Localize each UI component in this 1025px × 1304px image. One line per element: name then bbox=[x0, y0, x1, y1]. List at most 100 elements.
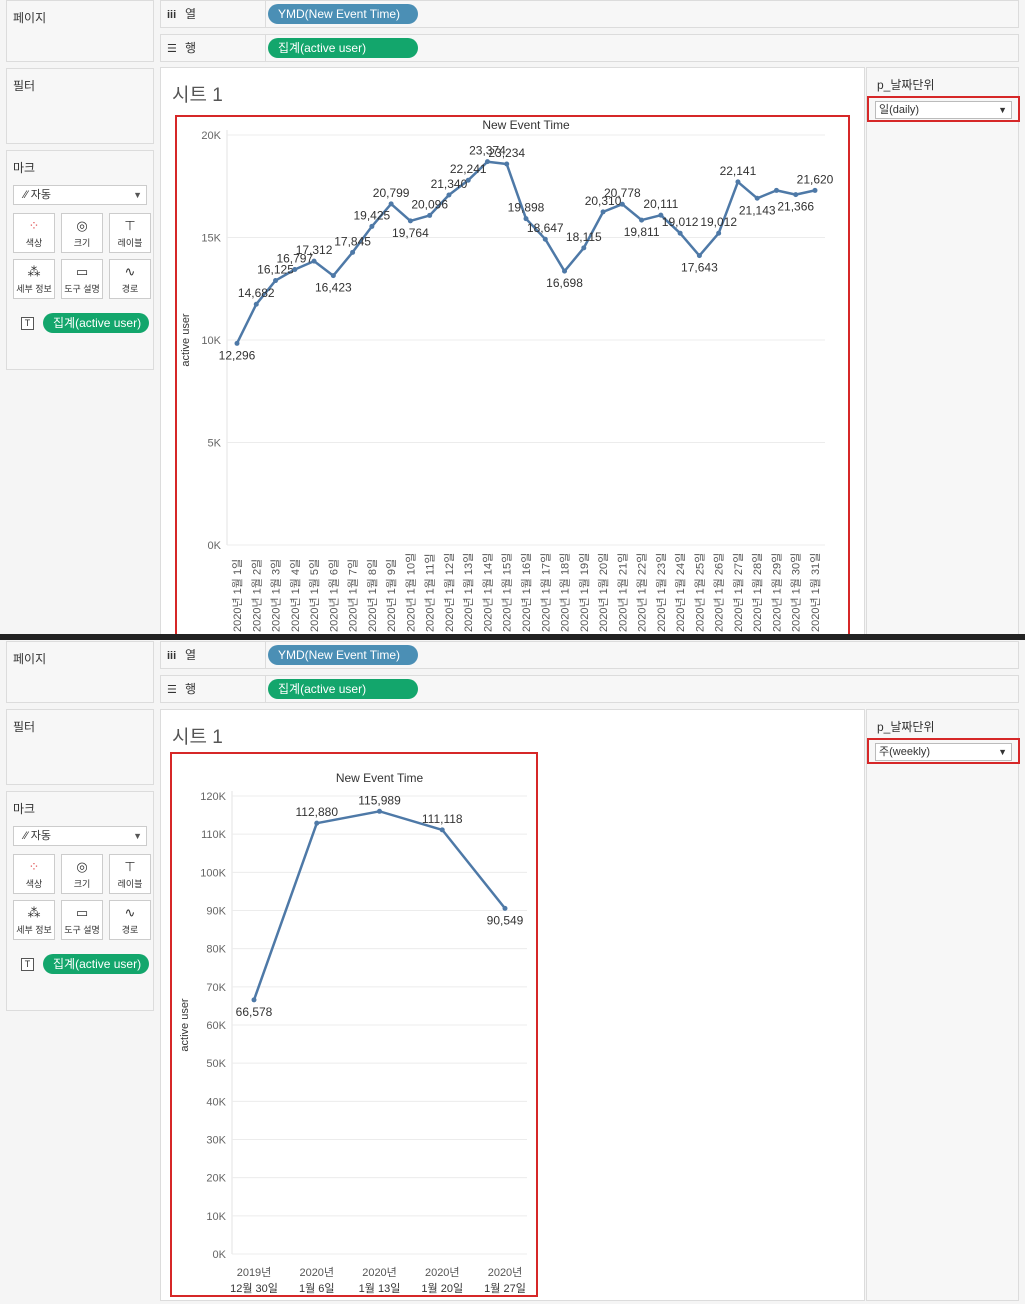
x-tick-label: 2020년 1월 2일 bbox=[249, 559, 263, 632]
y-tick-label: 100K bbox=[200, 867, 226, 879]
data-point bbox=[251, 997, 257, 1003]
data-point bbox=[542, 236, 548, 242]
sheet-title: 시트 1 bbox=[172, 727, 223, 748]
columns-pill[interactable]: YMD(New Event Time) bbox=[268, 4, 418, 24]
columns-pill[interactable]: YMD(New Event Time) bbox=[268, 645, 418, 665]
x-tick-label: 2020년 1월 12일 bbox=[442, 553, 456, 632]
detail-button[interactable]: ⁂ 세부 정보 bbox=[13, 900, 55, 940]
data-point bbox=[439, 827, 445, 833]
data-point bbox=[369, 223, 375, 229]
tooltip-button[interactable]: ▭ 도구 설명 bbox=[61, 259, 103, 299]
param-card: p_날짜단위 주(weekly) ▼ bbox=[866, 709, 1020, 1301]
data-point bbox=[773, 187, 779, 193]
x-tick-label: 2020년 1월 6일 bbox=[326, 559, 340, 632]
x-tick-label: 2020년 bbox=[425, 1266, 460, 1279]
y-axis-label: active user bbox=[180, 313, 192, 367]
pages-card[interactable]: 페이지 bbox=[6, 641, 154, 703]
chevron-down-icon: ▼ bbox=[133, 190, 142, 200]
color-button[interactable]: ⁘ 색상 bbox=[13, 213, 55, 253]
x-tick-label: 2020년 1월 13일 bbox=[461, 553, 475, 632]
data-point bbox=[562, 268, 568, 274]
data-label: 14,682 bbox=[238, 286, 275, 300]
size-button[interactable]: ◎ 크기 bbox=[61, 854, 103, 894]
marks-text-pill[interactable]: 집계(active user) bbox=[43, 313, 149, 333]
chevron-down-icon: ▼ bbox=[133, 831, 142, 841]
marks-text-pill[interactable]: 집계(active user) bbox=[43, 954, 149, 974]
path-label: 경로 bbox=[121, 925, 139, 935]
data-label: 21,340 bbox=[431, 177, 468, 191]
sheet-title: 시트 1 bbox=[172, 85, 223, 106]
label-button[interactable]: ⊤ 레이블 bbox=[109, 854, 151, 894]
x-tick-label: 2020년 1월 14일 bbox=[480, 553, 494, 632]
rows-pill[interactable]: 집계(active user) bbox=[268, 679, 418, 699]
x-tick-label: 2020년 1월 1일 bbox=[230, 559, 244, 632]
label-icon: ⊤ bbox=[124, 218, 136, 233]
bottom-workspace: 페이지 필터 마크 ⁄⁄ 자동 ▼ ⁘ 색상 ◎ 크기 ⊤ 레이블 ⁂ 세부 정보 ▭ 도… bbox=[0, 641, 1025, 1304]
data-point bbox=[523, 216, 529, 222]
size-button[interactable]: ◎ 크기 bbox=[61, 213, 103, 253]
y-tick-label: 70K bbox=[206, 982, 226, 994]
color-button[interactable]: ⁘ 색상 bbox=[13, 854, 55, 894]
data-label: 19,012 bbox=[662, 215, 699, 229]
param-select[interactable]: 일(daily) ▼ bbox=[875, 101, 1012, 119]
param-highlight: 주(weekly) ▼ bbox=[867, 738, 1020, 764]
filters-card[interactable]: 필터 bbox=[6, 68, 154, 144]
data-point bbox=[311, 258, 317, 264]
x-tick-label: 2020년 1월 17일 bbox=[538, 553, 552, 632]
data-label: 12,296 bbox=[219, 348, 256, 362]
columns-shelf: iii 열 YMD(New Event Time) bbox=[160, 641, 1019, 669]
data-label: 19,811 bbox=[624, 225, 660, 239]
param-select[interactable]: 주(weekly) ▼ bbox=[875, 743, 1012, 761]
pages-card[interactable]: 페이지 bbox=[6, 0, 154, 62]
series-line bbox=[252, 810, 506, 1001]
marks-text-chip[interactable]: T 집계(active user) bbox=[13, 313, 153, 335]
x-tick-label: 2020년 1월 27일 bbox=[731, 553, 745, 632]
y-tick-label: 20K bbox=[201, 130, 221, 142]
detail-icon: ⁂ bbox=[27, 905, 41, 920]
marks-type-dropdown[interactable]: ⁄⁄ 자동 ▼ bbox=[13, 826, 147, 846]
data-label: 19,764 bbox=[392, 226, 429, 240]
data-label: 20,799 bbox=[373, 186, 410, 200]
y-tick-label: 5K bbox=[208, 438, 222, 450]
x-tick-label-2: 1월 6일 bbox=[299, 1281, 335, 1295]
size-label: 크기 bbox=[73, 238, 91, 248]
x-tick-label: 2020년 1월 24일 bbox=[673, 553, 687, 632]
marks-text-chip[interactable]: T 집계(active user) bbox=[13, 954, 153, 976]
data-point bbox=[735, 179, 741, 185]
data-label: 115,989 bbox=[358, 793, 401, 807]
line-icon: ⁄⁄ bbox=[24, 189, 28, 201]
data-point bbox=[350, 249, 356, 255]
color-label: 색상 bbox=[25, 879, 43, 889]
tooltip-button[interactable]: ▭ 도구 설명 bbox=[61, 900, 103, 940]
data-point bbox=[716, 230, 722, 236]
label-button[interactable]: ⊤ 레이블 bbox=[109, 213, 151, 253]
marks-card: 마크 ⁄⁄ 자동 ▼ ⁘ 색상 ◎ 크기 ⊤ 레이블 ⁂ 세부 정보 ▭ 도구 설명 ∿ 경… bbox=[6, 150, 154, 370]
data-point bbox=[639, 217, 645, 223]
top-workspace: 페이지 필터 마크 ⁄⁄ 자동 ▼ ⁘ 색상 ◎ 크기 ⊤ 레이블 ⁂ 세부 정보 ▭ 도… bbox=[0, 0, 1025, 636]
chart-title: New Event Time bbox=[482, 118, 570, 132]
x-tick-label: 2020년 1월 21일 bbox=[615, 553, 629, 632]
label-label: 레이블 bbox=[117, 879, 143, 889]
path-button[interactable]: ∿ 경로 bbox=[109, 259, 151, 299]
x-tick-label: 2020년 1월 26일 bbox=[712, 553, 726, 632]
param-card: p_날짜단위 일(daily) ▼ bbox=[866, 67, 1020, 635]
detail-button[interactable]: ⁂ 세부 정보 bbox=[13, 259, 55, 299]
rows-label: 행 bbox=[185, 682, 197, 696]
y-tick-label: 90K bbox=[206, 906, 226, 918]
x-tick-label: 2020년 1월 15일 bbox=[500, 553, 514, 632]
data-label: 20,310 bbox=[585, 194, 622, 208]
y-tick-label: 15K bbox=[201, 233, 221, 245]
rows-icon: ☰ bbox=[167, 43, 177, 55]
filters-card[interactable]: 필터 bbox=[6, 709, 154, 785]
path-button[interactable]: ∿ 경로 bbox=[109, 900, 151, 940]
x-tick-label: 2020년 1월 19일 bbox=[577, 553, 591, 632]
marks-type-dropdown[interactable]: ⁄⁄ 자동 ▼ bbox=[13, 185, 147, 205]
x-tick-label: 2020년 1월 31일 bbox=[808, 553, 822, 632]
panel-divider bbox=[0, 634, 1025, 640]
x-tick-label: 2020년 1월 16일 bbox=[519, 553, 533, 632]
param-title: p_날짜단위 bbox=[877, 720, 935, 734]
x-tick-label: 2020년 1월 7일 bbox=[346, 559, 360, 632]
data-point bbox=[234, 340, 240, 346]
rows-pill[interactable]: 집계(active user) bbox=[268, 38, 418, 58]
chart-title: New Event Time bbox=[336, 771, 424, 785]
